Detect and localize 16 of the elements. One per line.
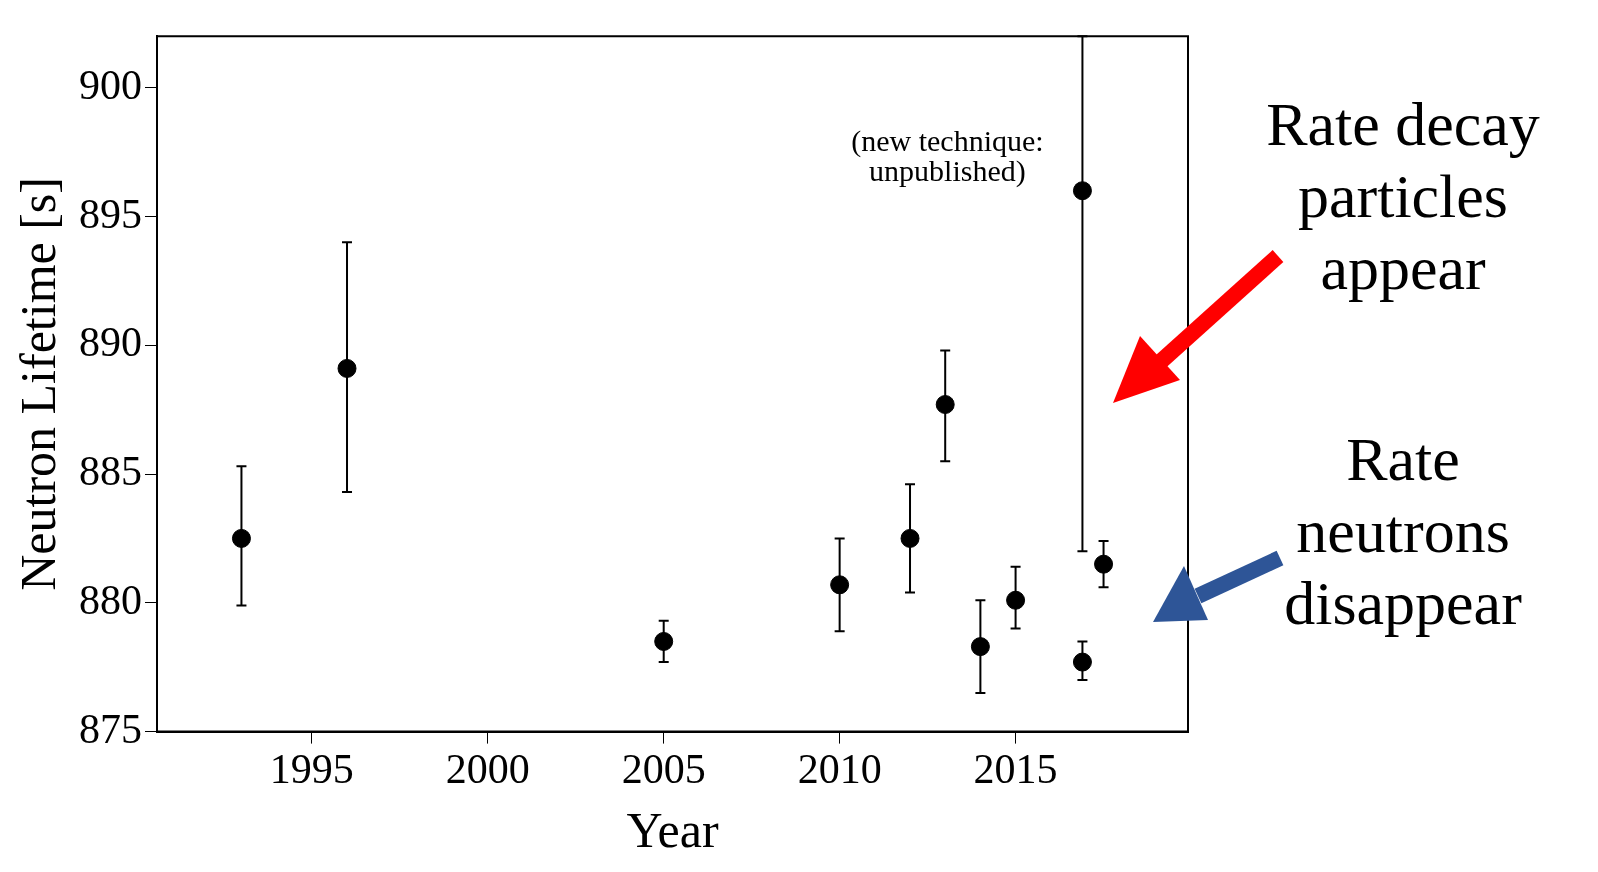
y-tick-label: 900: [79, 61, 142, 108]
x-tick-label: 2010: [797, 745, 882, 792]
x-tick-label: 1995: [269, 745, 354, 792]
y-tick-label: 885: [79, 448, 142, 495]
x-tick-label: 2015: [973, 745, 1058, 792]
y-tick-label: 895: [79, 190, 142, 237]
text: Rate decay particles appear: [1265, 89, 1541, 304]
text: Rate neutrons disappear: [1283, 424, 1523, 639]
x-axis-title: Year: [626, 802, 719, 859]
annotation: (new technique: unpublished): [851, 123, 1044, 188]
y-tick-label: 890: [79, 319, 142, 366]
x-tick-label: 2005: [621, 745, 706, 792]
x-tick-label: 2000: [445, 745, 530, 792]
y-tick-label: 880: [79, 576, 142, 623]
y-axis-title: Neutron Lifetime [s]: [10, 177, 67, 591]
y-tick-label: 875: [79, 705, 142, 752]
